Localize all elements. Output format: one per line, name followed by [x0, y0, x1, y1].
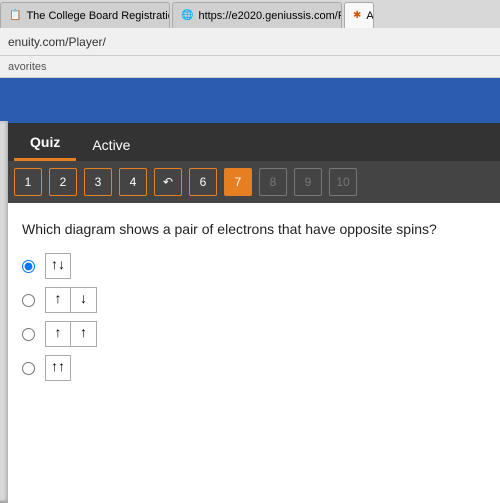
sidebar-shadow: [0, 121, 8, 501]
orbital-box: ↑: [45, 287, 71, 313]
radio-c[interactable]: [22, 328, 35, 341]
question-text: Which diagram shows a pair of electrons …: [22, 221, 486, 237]
orbital-box: ↑: [71, 321, 97, 347]
url-bar[interactable]: enuity.com/Player/: [0, 28, 500, 56]
q-nav-3[interactable]: 3: [84, 168, 112, 196]
tab-title-2: A: [366, 10, 373, 22]
q-nav-9: 9: [294, 168, 322, 196]
orbital-diagram-b: ↑ ↓: [45, 287, 97, 313]
tab-title-1: https://e2020.geniussis.com/FE: [198, 10, 342, 22]
option-a[interactable]: ↑↓: [22, 253, 486, 279]
tab-icon-2: ✱: [353, 9, 361, 23]
tab-icon-0: 📋: [9, 9, 21, 23]
orbital-box: ↓: [71, 287, 97, 313]
favorites-bar[interactable]: avorites: [0, 56, 500, 78]
browser-tab-0[interactable]: 📋 The College Board Registration F ×: [0, 2, 170, 28]
page-banner: [0, 78, 500, 123]
option-c[interactable]: ↑ ↑: [22, 321, 486, 347]
orbital-box: ↑: [45, 321, 71, 347]
radio-b[interactable]: [22, 294, 35, 307]
orbital-diagram-c: ↑ ↑: [45, 321, 97, 347]
tab-icon-1: 🌐: [181, 9, 193, 23]
orbital-box: ↑↓: [45, 253, 71, 279]
q-nav-1[interactable]: 1: [14, 168, 42, 196]
q-nav-8: 8: [259, 168, 287, 196]
browser-tab-strip: 📋 The College Board Registration F × 🌐 h…: [0, 0, 500, 28]
q-nav-2[interactable]: 2: [49, 168, 77, 196]
q-nav-back-icon[interactable]: ↶: [154, 168, 182, 196]
tab-active[interactable]: Active: [76, 129, 146, 161]
tab-quiz[interactable]: Quiz: [14, 126, 76, 161]
question-nav: 1 2 3 4 ↶ 6 7 8 9 10: [0, 161, 500, 203]
tab-title-0: The College Board Registration F: [26, 10, 170, 22]
q-nav-6[interactable]: 6: [189, 168, 217, 196]
radio-d[interactable]: [22, 362, 35, 375]
q-nav-10: 10: [329, 168, 357, 196]
question-content: Which diagram shows a pair of electrons …: [8, 203, 500, 503]
q-nav-7[interactable]: 7: [224, 168, 252, 196]
orbital-box: ↑↑: [45, 355, 71, 381]
answer-options: ↑↓ ↑ ↓ ↑ ↑ ↑↑: [22, 253, 486, 381]
quiz-header: Quiz Active: [0, 123, 500, 161]
favorites-label: avorites: [8, 61, 47, 73]
radio-a[interactable]: [22, 260, 35, 273]
option-d[interactable]: ↑↑: [22, 355, 486, 381]
orbital-diagram-d: ↑↑: [45, 355, 71, 381]
url-text: enuity.com/Player/: [8, 35, 106, 49]
option-b[interactable]: ↑ ↓: [22, 287, 486, 313]
orbital-diagram-a: ↑↓: [45, 253, 71, 279]
browser-tab-1[interactable]: 🌐 https://e2020.geniussis.com/FE ×: [172, 2, 342, 28]
browser-tab-2[interactable]: ✱ A: [344, 2, 374, 28]
q-nav-4[interactable]: 4: [119, 168, 147, 196]
